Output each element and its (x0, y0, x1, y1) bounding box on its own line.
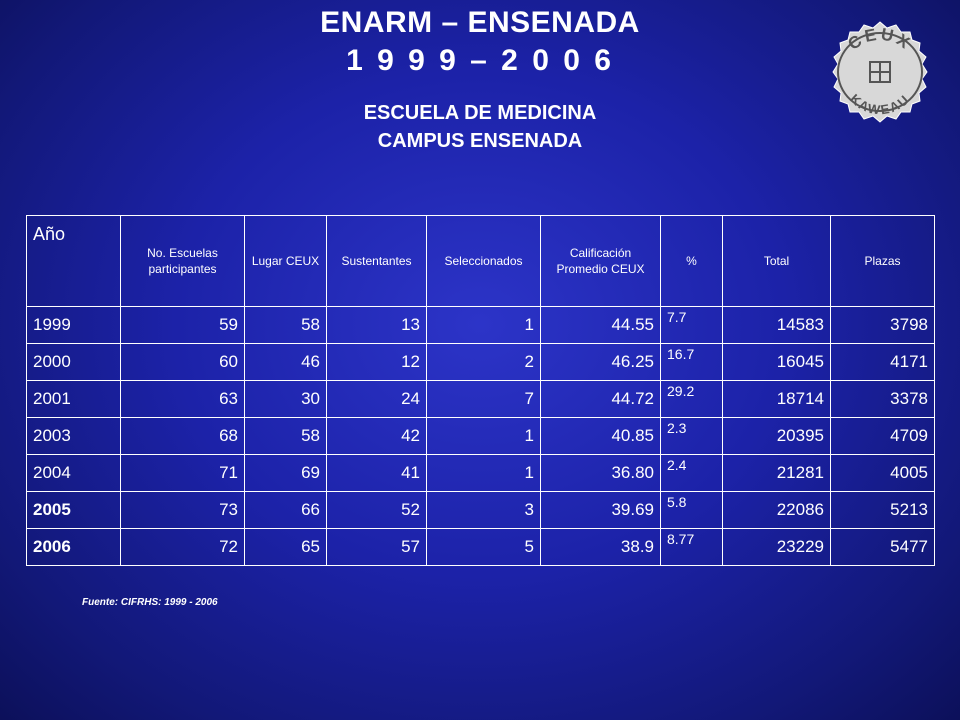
cell-total: 23229 (722, 528, 831, 566)
header-total: Total (722, 215, 831, 307)
cell-average: 44.72 (540, 380, 661, 418)
cell-total: 16045 (722, 343, 831, 381)
header-slots: Plazas (830, 215, 935, 307)
cell-slots: 5477 (830, 528, 935, 566)
header-percent: % (660, 215, 723, 307)
cell-percent: 7.7 (660, 306, 723, 344)
cell-slots: 3378 (830, 380, 935, 418)
cell-slots: 4005 (830, 454, 935, 492)
cell-year: 2001 (26, 380, 121, 418)
cell-rank: 58 (244, 306, 327, 344)
page-title: ENARM – ENSENADA (320, 6, 640, 39)
cell-rank: 46 (244, 343, 327, 381)
cell-percent: 2.3 (660, 417, 723, 455)
cell-year: 2000 (26, 343, 121, 381)
cell-rank: 58 (244, 417, 327, 455)
cell-year: 1999 (26, 306, 121, 344)
table-row: 2004 71 69 41 1 36.80 2.4 21281 4005 (26, 454, 935, 492)
cell-total: 21281 (722, 454, 831, 492)
header-candidates: Sustentantes (326, 215, 427, 307)
header-year: Año (26, 215, 121, 307)
cell-candidates: 12 (326, 343, 427, 381)
table-header-row: Año No. Escuelas participantes Lugar CEU… (26, 215, 935, 307)
cell-percent: 5.8 (660, 491, 723, 529)
cell-slots: 4171 (830, 343, 935, 381)
table-row: 1999 59 58 13 1 44.55 7.7 14583 3798 (26, 306, 935, 344)
cell-selected: 5 (426, 528, 541, 566)
cell-schools: 71 (120, 454, 245, 492)
cell-rank: 30 (244, 380, 327, 418)
cell-average: 40.85 (540, 417, 661, 455)
cell-year: 2005 (26, 491, 121, 529)
header-schools: No. Escuelas participantes (120, 215, 245, 307)
cell-total: 22086 (722, 491, 831, 529)
cell-average: 39.69 (540, 491, 661, 529)
cell-average: 44.55 (540, 306, 661, 344)
cell-candidates: 41 (326, 454, 427, 492)
cell-rank: 65 (244, 528, 327, 566)
cell-selected: 2 (426, 343, 541, 381)
cell-percent: 29.2 (660, 380, 723, 418)
cell-selected: 7 (426, 380, 541, 418)
cell-slots: 5213 (830, 491, 935, 529)
cell-year: 2004 (26, 454, 121, 492)
cell-average: 46.25 (540, 343, 661, 381)
cell-candidates: 24 (326, 380, 427, 418)
cell-schools: 60 (120, 343, 245, 381)
cell-slots: 4709 (830, 417, 935, 455)
cell-candidates: 42 (326, 417, 427, 455)
cell-total: 20395 (722, 417, 831, 455)
cell-average: 38.9 (540, 528, 661, 566)
cell-schools: 72 (120, 528, 245, 566)
campus-name: CAMPUS ENSENADA (377, 130, 583, 152)
years-title: 1 9 9 9 – 2 0 0 6 (346, 44, 614, 77)
cell-schools: 68 (120, 417, 245, 455)
cell-percent: 2.4 (660, 454, 723, 492)
cell-rank: 66 (244, 491, 327, 529)
cell-percent: 16.7 (660, 343, 723, 381)
cell-schools: 59 (120, 306, 245, 344)
school-name: ESCUELA DE MEDICINA (363, 102, 597, 124)
cell-candidates: 57 (326, 528, 427, 566)
cell-candidates: 13 (326, 306, 427, 344)
source-note: Fuente: CIFRHS: 1999 - 2006 (82, 597, 218, 608)
cell-candidates: 52 (326, 491, 427, 529)
header-selected: Seleccionados (426, 215, 541, 307)
enarm-table: Año No. Escuelas participantes Lugar CEU… (26, 215, 935, 566)
table-row: 2000 60 46 12 2 46.25 16.7 16045 4171 (26, 343, 935, 381)
cell-total: 14583 (722, 306, 831, 344)
table-row: 2006 72 65 57 5 38.9 8.77 23229 5477 (26, 528, 935, 566)
cell-year: 2006 (26, 528, 121, 566)
cell-rank: 69 (244, 454, 327, 492)
table-row: 2001 63 30 24 7 44.72 29.2 18714 3378 (26, 380, 935, 418)
cell-schools: 63 (120, 380, 245, 418)
header-rank: Lugar CEUX (244, 215, 327, 307)
cell-average: 36.80 (540, 454, 661, 492)
table-row: 2003 68 58 42 1 40.85 2.3 20395 4709 (26, 417, 935, 455)
table-row: 2005 73 66 52 3 39.69 5.8 22086 5213 (26, 491, 935, 529)
cell-schools: 73 (120, 491, 245, 529)
header-average: Calificación Promedio CEUX (540, 215, 661, 307)
cell-selected: 1 (426, 454, 541, 492)
ceux-seal-icon: CEUX KAWEAU (832, 21, 928, 123)
cell-year: 2003 (26, 417, 121, 455)
cell-selected: 3 (426, 491, 541, 529)
cell-total: 18714 (722, 380, 831, 418)
cell-selected: 1 (426, 417, 541, 455)
cell-percent: 8.77 (660, 528, 723, 566)
cell-selected: 1 (426, 306, 541, 344)
cell-slots: 3798 (830, 306, 935, 344)
